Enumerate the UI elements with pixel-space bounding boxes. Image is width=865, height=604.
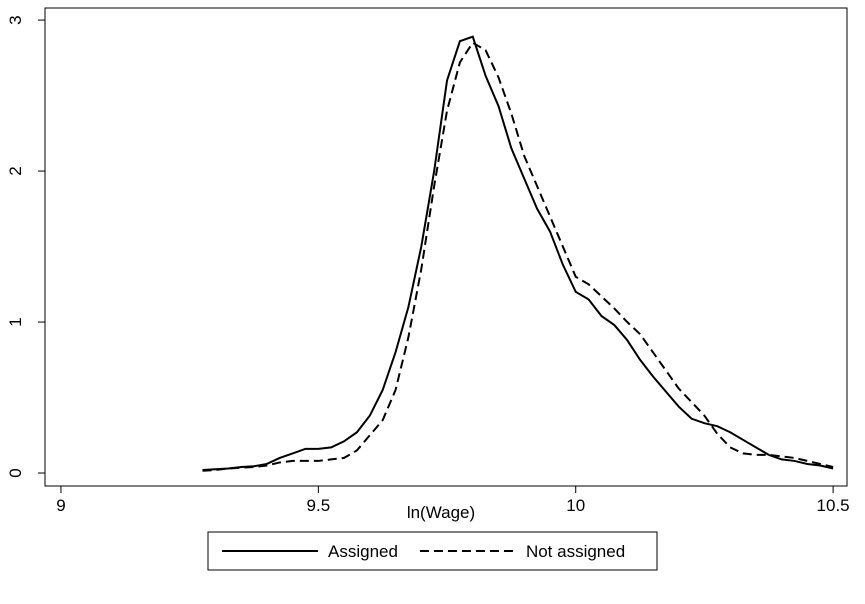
legend-label: Assigned	[328, 542, 398, 561]
x-tick-label: 9.5	[307, 496, 331, 515]
series-line	[202, 35, 834, 471]
x-tick-label: 10.5	[817, 496, 850, 515]
y-tick-label: 2	[6, 166, 25, 175]
series-line	[202, 41, 834, 472]
x-tick-label: 9	[56, 496, 65, 515]
x-axis-label: ln(Wage)	[407, 503, 475, 522]
legend-label: Not assigned	[526, 542, 625, 561]
x-tick-label: 10	[566, 496, 585, 515]
plot-frame	[44, 7, 848, 487]
y-tick-label: 1	[6, 317, 25, 326]
y-tick-label: 3	[6, 15, 25, 24]
y-tick-label: 0	[6, 468, 25, 477]
